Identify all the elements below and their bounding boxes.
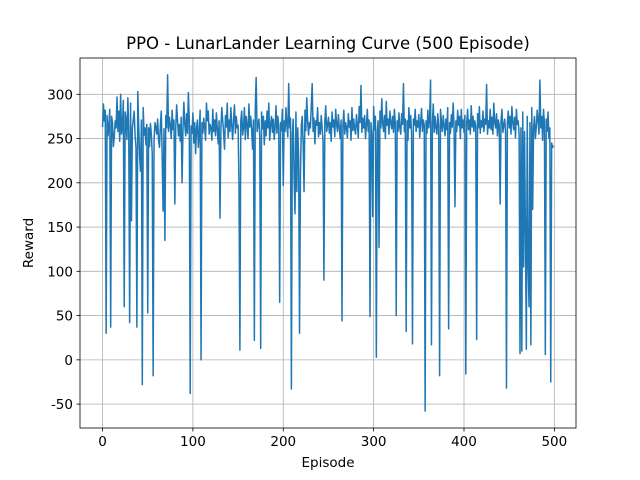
y-tick-label: 100 bbox=[47, 264, 73, 280]
y-tick-label: 150 bbox=[47, 220, 73, 236]
y-tick-label: 50 bbox=[56, 309, 73, 325]
chart-title: PPO - LunarLander Learning Curve (500 Ep… bbox=[126, 34, 530, 53]
axes-frame bbox=[79, 57, 577, 429]
plot bbox=[101, 74, 555, 412]
x-axis-label: Episode bbox=[301, 455, 354, 471]
y-axis-label: Reward bbox=[21, 218, 37, 268]
x-tick-label: 100 bbox=[180, 434, 206, 450]
x-tick-label: 500 bbox=[541, 434, 567, 450]
axes: 0 100 200 300 400 500 -50 0 50 100 150 200 250 300 bbox=[47, 57, 577, 450]
y-tick-label: 0 bbox=[64, 353, 73, 369]
y-tick-label: 300 bbox=[47, 87, 73, 103]
x-tick-label: 200 bbox=[270, 434, 296, 450]
x-tick-label: 400 bbox=[451, 434, 477, 450]
x-tick-label: 0 bbox=[98, 434, 107, 450]
y-tick-label: 250 bbox=[47, 132, 73, 148]
y-tick-label: -50 bbox=[51, 397, 73, 413]
data-line bbox=[101, 74, 555, 412]
x-tick-label: 300 bbox=[361, 434, 387, 450]
y-tick-label: 200 bbox=[47, 176, 73, 192]
